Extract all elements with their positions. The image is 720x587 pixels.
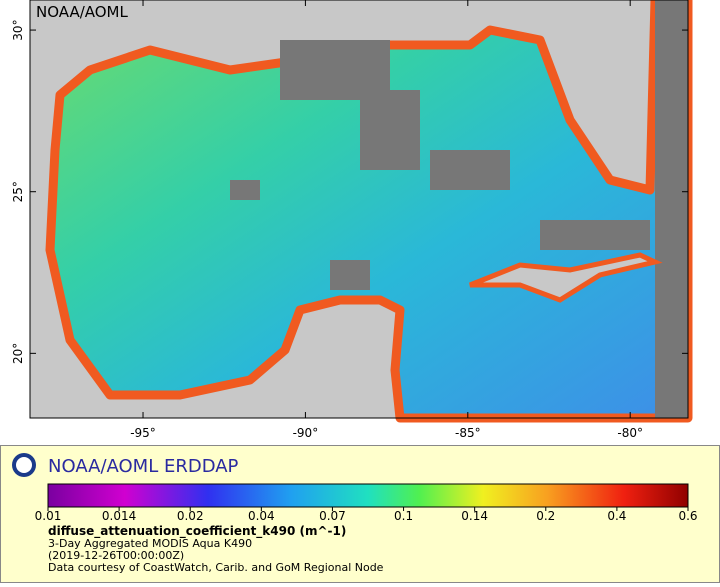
x-tick-label: -95° [130,426,156,440]
colorbar-tick-label: 0.014 [102,509,136,523]
cuba [469,252,663,303]
x-tick-label: -85° [455,426,481,440]
frame [29,0,689,419]
colorbar-tick-label: 0.04 [248,509,275,523]
y-tick-label: 30° [11,19,25,40]
colorbar-tick-label: 0.6 [678,509,697,523]
legend-panel: NOAA/AOML ERDDAP diffuse_attenuation_coe… [0,445,720,583]
legend-line: (2019-12-26T00:00:00Z) [48,549,184,562]
colorbar-tick-label: 0.2 [536,509,555,523]
colorbar-tick-label: 0.1 [394,509,413,523]
map: NOAA/AOML [29,0,693,423]
colorbar-tick-label: 0.07 [319,509,346,523]
variable-name: diffuse_attenuation_coefficient_k490 (m^… [48,524,346,539]
y-tick-label: 20° [11,343,25,364]
colorbar [47,483,689,508]
x-tick-label: -80° [617,426,643,440]
legend-line: 3-Day Aggregated MODIS Aqua K490 [48,537,252,550]
legend-title: NOAA/AOML ERDDAP [48,456,239,477]
colorbar-tick-label: 0.4 [607,509,626,523]
cloud-gaps [230,40,650,290]
logo-inner [16,457,32,473]
legend-box [0,445,720,583]
y-tick-label: 25° [11,181,25,202]
x-tick-label: -90° [293,426,319,440]
colorbar-tick-label: 0.14 [461,509,488,523]
no-data [655,0,688,418]
colorbar-tick-label: 0.01 [35,509,62,523]
legend-line: Data courtesy of CoastWatch, Carib. and … [48,561,384,574]
colorbar-tick-label: 0.02 [177,509,204,523]
watermark: NOAA/AOML [36,3,129,21]
